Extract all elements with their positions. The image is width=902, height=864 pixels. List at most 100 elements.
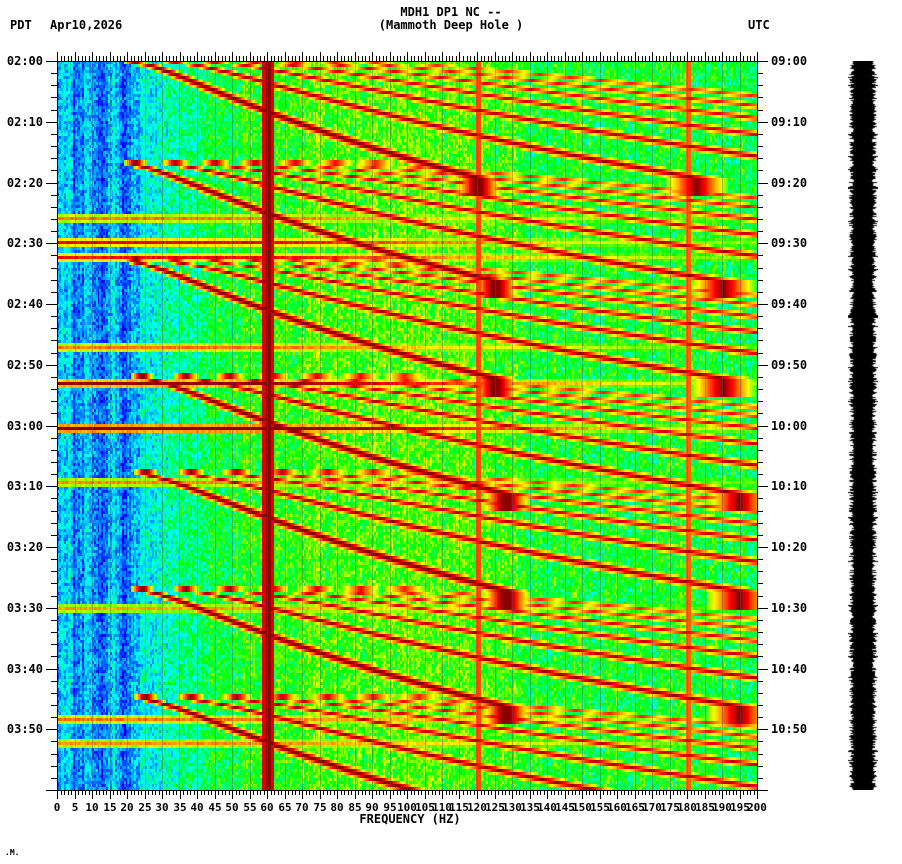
plot-border-right [757, 61, 758, 790]
x-minor-tick-bottom [708, 790, 709, 795]
x-minor-tick-bottom [533, 790, 534, 795]
x-major-tick-bottom [582, 790, 583, 799]
y-minor-tick-right [757, 523, 763, 524]
x-major-tick-bottom [757, 790, 758, 799]
x-major-tick-top [232, 52, 233, 61]
x-major-tick-bottom [459, 790, 460, 799]
x-major-tick-top [705, 52, 706, 61]
left-timezone-label: PDT [10, 18, 32, 32]
x-minor-tick-bottom [201, 790, 202, 795]
x-minor-tick-bottom [173, 790, 174, 795]
x-minor-tick-bottom [316, 790, 317, 795]
x-major-tick-bottom [92, 790, 93, 799]
x-major-tick-bottom [162, 790, 163, 799]
x-minor-tick-bottom [313, 790, 314, 795]
x-minor-tick-bottom [197, 790, 198, 795]
x-axis-tick-label: 40 [190, 801, 204, 814]
x-minor-tick-bottom [645, 790, 646, 795]
y-minor-tick-right [757, 644, 763, 645]
x-major-tick-top [442, 52, 443, 61]
x-minor-tick-bottom [253, 790, 254, 795]
y-minor-tick-right [757, 255, 763, 256]
x-minor-tick-bottom [110, 790, 111, 795]
y-major-tick-right [757, 61, 768, 62]
x-minor-tick-bottom [323, 790, 324, 795]
y-minor-tick-right [757, 207, 763, 208]
x-major-tick-bottom [425, 790, 426, 799]
x-minor-tick-bottom [719, 790, 720, 795]
y-minor-tick-right [757, 401, 763, 402]
x-major-tick-top [407, 52, 408, 61]
x-major-tick-bottom [127, 790, 128, 799]
y-major-tick-left [46, 304, 57, 305]
x-minor-tick-bottom [729, 790, 730, 795]
y-axis-right-time-label: 09:10 [771, 115, 808, 129]
x-minor-tick-bottom [85, 790, 86, 795]
x-major-tick-bottom [635, 790, 636, 799]
x-minor-tick-bottom [421, 790, 422, 795]
y-axis-right-time-label: 10:50 [771, 722, 808, 736]
x-minor-tick-bottom [372, 790, 373, 795]
y-minor-tick-right [757, 705, 763, 706]
x-minor-tick-bottom [414, 790, 415, 795]
y-minor-tick-right [757, 754, 763, 755]
x-minor-tick-bottom [523, 790, 524, 795]
x-minor-tick-bottom [351, 790, 352, 795]
x-minor-tick-bottom [131, 790, 132, 795]
x-minor-tick-bottom [673, 790, 674, 795]
y-minor-tick-right [757, 377, 763, 378]
x-minor-tick-bottom [705, 790, 706, 795]
x-major-tick-bottom [285, 790, 286, 799]
x-minor-tick-bottom [383, 790, 384, 795]
x-major-tick-top [267, 52, 268, 61]
x-minor-tick-bottom [379, 790, 380, 795]
x-minor-tick-bottom [71, 790, 72, 795]
x-minor-tick-bottom [754, 790, 755, 795]
y-major-tick-left [46, 426, 57, 427]
x-axis-tick-label: 200 [747, 801, 767, 814]
x-minor-tick-bottom [502, 790, 503, 795]
x-axis-tick-label: 195 [730, 801, 750, 814]
x-minor-tick-bottom [544, 790, 545, 795]
x-minor-tick-bottom [330, 790, 331, 795]
x-axis-tick-label: 35 [173, 801, 187, 814]
x-minor-tick-bottom [302, 790, 303, 795]
y-major-tick-left [46, 243, 57, 244]
x-major-tick-bottom [547, 790, 548, 799]
x-major-tick-top [197, 52, 198, 61]
x-minor-tick-bottom [757, 790, 758, 795]
x-major-tick-top [757, 52, 758, 61]
y-minor-tick-right [757, 340, 763, 341]
x-minor-tick-bottom [712, 790, 713, 795]
x-minor-tick-bottom [327, 790, 328, 795]
x-minor-tick-bottom [726, 790, 727, 795]
y-major-tick-left [46, 790, 57, 791]
y-minor-tick-right [757, 292, 763, 293]
y-minor-tick-right [757, 778, 763, 779]
x-minor-tick-bottom [631, 790, 632, 795]
y-minor-tick-right [757, 97, 763, 98]
x-major-tick-bottom [687, 790, 688, 799]
y-axis-left-time-label: 03:10 [6, 479, 43, 493]
x-major-tick-top [250, 52, 251, 61]
x-minor-tick-bottom [603, 790, 604, 795]
x-minor-tick-bottom [222, 790, 223, 795]
x-axis-tick-label: 165 [625, 801, 645, 814]
x-minor-tick-bottom [565, 790, 566, 795]
x-major-tick-top [687, 52, 688, 61]
y-axis-left-time-label: 02:00 [6, 54, 43, 68]
x-major-tick-bottom [530, 790, 531, 799]
x-minor-tick-bottom [750, 790, 751, 795]
y-axis-right-time-label: 09:40 [771, 297, 808, 311]
y-minor-tick-right [757, 134, 763, 135]
x-minor-tick-bottom [481, 790, 482, 795]
x-major-tick-top [565, 52, 566, 61]
y-minor-tick-right [757, 571, 763, 572]
x-major-tick-top [425, 52, 426, 61]
x-major-tick-top [145, 52, 146, 61]
x-minor-tick-bottom [337, 790, 338, 795]
x-major-tick-bottom [355, 790, 356, 799]
x-minor-tick-bottom [715, 790, 716, 795]
x-minor-tick-bottom [82, 790, 83, 795]
